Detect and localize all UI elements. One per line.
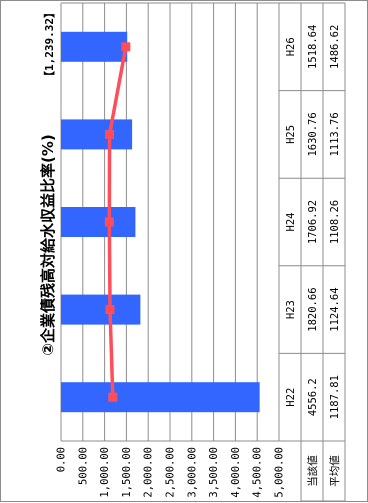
bar-H24	[61, 207, 136, 237]
value-tick-label: 2,000.00	[143, 447, 155, 498]
bar-H25	[61, 119, 133, 150]
data-label: 1124.64	[329, 287, 341, 331]
value-tick-label: 5,000.00	[274, 447, 286, 498]
data-label: 1108.26	[329, 200, 341, 244]
value-tick-label: 4,000.00	[230, 447, 242, 498]
value-tick-label: 0.00	[56, 447, 68, 472]
data-label: 1706.92	[307, 200, 319, 244]
category-label: H26	[285, 37, 297, 56]
value-tick-label: 1,500.00	[121, 447, 133, 498]
legend-current-value: 当該値	[306, 455, 319, 487]
average-point-H26	[121, 42, 131, 52]
value-tick-label: 2,500.00	[165, 447, 177, 498]
gridlines	[60, 2, 280, 442]
chart-title: ②企業債残高対給水収益比率(%)	[39, 134, 57, 355]
data-label: 1630.76	[307, 112, 319, 156]
data-label: 1820.66	[307, 287, 319, 331]
data-label: 1486.62	[329, 25, 341, 69]
bar-H22	[61, 382, 260, 413]
average-point-H25	[105, 129, 115, 139]
value-tick-label: 3,000.00	[186, 447, 198, 498]
data-label: 4556.2	[307, 378, 319, 416]
category-label: H25	[285, 125, 297, 144]
bar-H23	[61, 294, 141, 325]
data-label: 1113.76	[329, 112, 341, 156]
average-point-H22	[108, 392, 118, 402]
data-label: 1187.81	[329, 375, 341, 419]
legend-average-value: 平均値	[328, 455, 341, 487]
data-label: 1518.64	[307, 25, 319, 69]
reference-value: 【1,239.32】	[43, 7, 56, 82]
bars	[61, 31, 260, 413]
bar-H26	[61, 31, 128, 62]
average-point-H24	[104, 217, 114, 227]
data-table: H22 H23 H24 H25 H26 当該値 4556.2 1820.66 1706.92 16…	[279, 2, 346, 502]
category-label: H23	[285, 300, 297, 319]
category-label: H24	[285, 213, 297, 232]
value-tick-label: 1,000.00	[99, 447, 111, 498]
category-label: H22	[285, 388, 297, 407]
average-point-H23	[105, 305, 115, 315]
value-tick-label: 4,500.00	[252, 447, 264, 498]
value-tick-label: 3,500.00	[208, 447, 220, 498]
average-line	[104, 42, 131, 402]
value-tick-label: 500.00	[77, 447, 89, 485]
value-axis: 0.00 500.00 1,000.00 1,500.00 2,000.00 2,500.…	[56, 447, 286, 498]
